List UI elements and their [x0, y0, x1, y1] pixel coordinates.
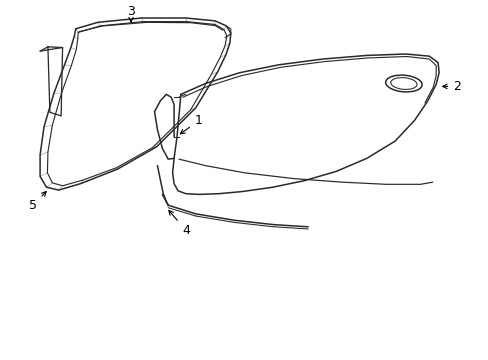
Text: 4: 4 [168, 211, 189, 237]
Text: 1: 1 [180, 114, 202, 134]
Text: 2: 2 [442, 80, 460, 93]
Text: 3: 3 [127, 5, 135, 22]
Text: 5: 5 [29, 192, 46, 212]
